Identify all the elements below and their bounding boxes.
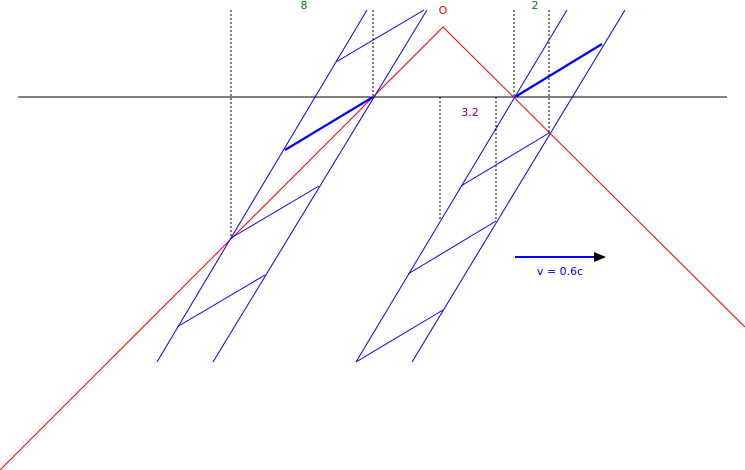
velocity-label: v = 0.6c bbox=[537, 265, 583, 278]
right-worldlines bbox=[355, 9, 626, 363]
arrow-head bbox=[594, 252, 606, 262]
simultaneity-line bbox=[407, 220, 497, 275]
left-worldlines bbox=[156, 9, 428, 363]
simultaneity-line bbox=[335, 9, 425, 63]
light-cone bbox=[0, 26, 745, 470]
simultaneity-line-bold bbox=[514, 43, 603, 98]
label: 2 bbox=[532, 0, 539, 12]
light-cone-lines bbox=[0, 26, 745, 470]
worldline bbox=[156, 9, 368, 363]
dotted-lines bbox=[230, 10, 550, 238]
simultaneity-line bbox=[355, 309, 444, 363]
velocity-arrow bbox=[515, 252, 606, 262]
simultaneity-line bbox=[176, 274, 266, 328]
label: 8 bbox=[301, 0, 308, 12]
worldline bbox=[212, 9, 428, 363]
simultaneity-line bbox=[460, 132, 550, 187]
worldline bbox=[411, 9, 626, 363]
label: 3.2 bbox=[461, 106, 479, 119]
simultaneity-line bbox=[230, 185, 320, 239]
simultaneity-line-bold bbox=[284, 96, 374, 151]
origin-label: O bbox=[439, 4, 448, 17]
